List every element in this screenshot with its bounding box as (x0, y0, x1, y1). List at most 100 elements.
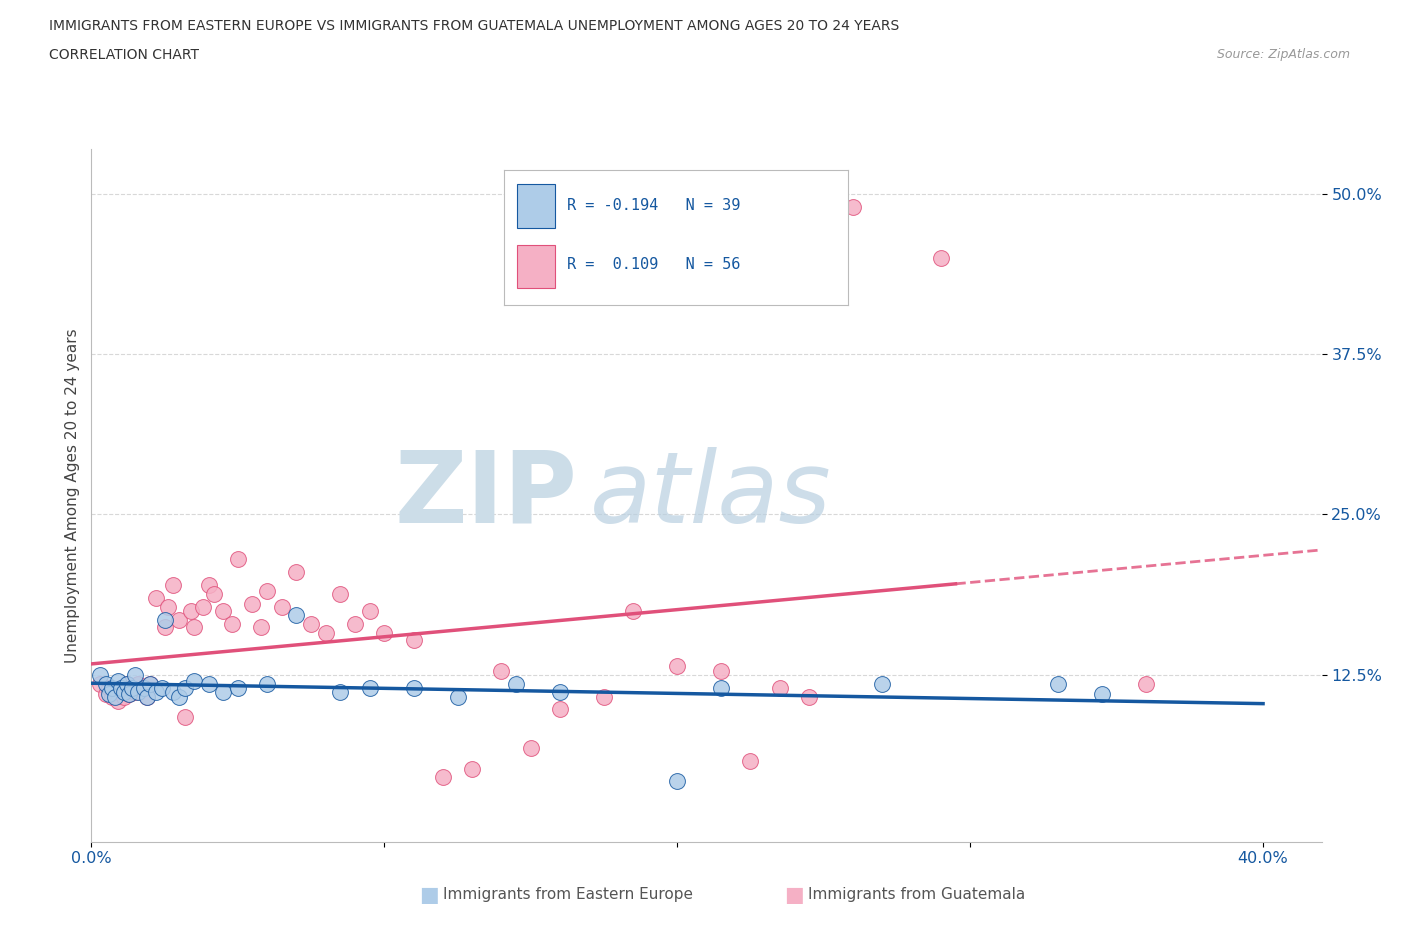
Text: ZIP: ZIP (395, 446, 578, 544)
Point (107, 674, 129, 689)
Point (329, 684, 352, 699)
Point (156, 600, 179, 615)
Point (98, 686, 120, 701)
Point (94, 686, 117, 701)
Text: atlas: atlas (589, 446, 831, 544)
Point (183, 674, 205, 689)
Point (104, 689, 127, 704)
Point (98, 680, 120, 695)
Point (145, 591, 167, 605)
Point (118, 686, 141, 701)
Point (174, 680, 197, 695)
Point (519, 740, 541, 755)
Text: IMMIGRANTS FROM EASTERN EUROPE VS IMMIGRANTS FROM GUATEMALA UNEMPLOYMENT AMONG A: IMMIGRANTS FROM EASTERN EUROPE VS IMMIGR… (49, 19, 900, 33)
Point (285, 565, 308, 579)
Point (110, 680, 132, 695)
Point (180, 604, 202, 618)
Point (212, 684, 235, 699)
Point (162, 578, 184, 592)
Point (136, 689, 159, 704)
Point (621, 604, 644, 618)
Point (139, 676, 162, 691)
Point (299, 616, 322, 631)
Point (145, 684, 167, 699)
Point (127, 684, 149, 699)
Text: Immigrants from Eastern Europe: Immigrants from Eastern Europe (443, 887, 693, 902)
Point (169, 689, 191, 704)
Point (139, 676, 162, 691)
Point (112, 684, 135, 699)
Point (402, 680, 425, 695)
Point (1046, 676, 1069, 691)
Point (870, 676, 894, 691)
Point (132, 680, 155, 695)
Point (548, 702, 571, 717)
Point (112, 689, 135, 704)
Point (359, 680, 381, 695)
Point (432, 770, 454, 785)
Text: CORRELATION CHART: CORRELATION CHART (49, 48, 200, 62)
Point (315, 625, 337, 640)
Point (124, 668, 146, 683)
Point (710, 680, 733, 695)
Point (107, 693, 129, 708)
Point (115, 676, 138, 691)
Point (169, 612, 191, 627)
Point (104, 684, 127, 699)
Point (94, 676, 117, 691)
Text: Immigrants from Guatemala: Immigrants from Guatemala (808, 887, 1026, 902)
Text: ■: ■ (419, 884, 439, 905)
Point (505, 676, 527, 691)
Point (191, 600, 214, 615)
Point (121, 680, 143, 695)
Point (491, 664, 513, 679)
Point (226, 680, 249, 695)
Point (710, 664, 733, 679)
Point (373, 625, 395, 640)
Point (769, 680, 792, 695)
Point (197, 676, 219, 691)
Point (115, 676, 138, 691)
Point (402, 632, 425, 647)
Point (461, 761, 484, 776)
Point (136, 689, 159, 704)
Point (1135, 676, 1157, 691)
Point (89, 676, 111, 691)
Point (446, 689, 468, 704)
Point (89, 668, 111, 683)
Point (183, 620, 205, 635)
Point (250, 620, 273, 635)
Point (256, 584, 278, 599)
Point (197, 578, 219, 592)
Point (162, 684, 184, 699)
Point (740, 753, 762, 768)
Point (202, 587, 225, 602)
Point (285, 607, 308, 622)
Point (101, 680, 124, 695)
Point (153, 620, 176, 635)
Point (343, 616, 366, 631)
Point (221, 616, 243, 631)
Point (110, 680, 132, 695)
Point (797, 689, 820, 704)
Point (132, 680, 155, 695)
Point (548, 684, 571, 699)
Point (270, 600, 292, 615)
Point (666, 658, 689, 673)
Point (174, 710, 197, 724)
Point (124, 684, 146, 699)
Point (1091, 686, 1114, 701)
Point (666, 774, 689, 789)
Y-axis label: Unemployment Among Ages 20 to 24 years: Unemployment Among Ages 20 to 24 years (65, 328, 80, 662)
Point (929, 250, 952, 265)
Point (212, 604, 235, 618)
Point (101, 689, 124, 704)
Point (593, 689, 616, 704)
Point (150, 680, 173, 695)
Point (242, 597, 264, 612)
Point (359, 604, 381, 618)
Point (127, 676, 149, 691)
Text: ■: ■ (785, 884, 804, 905)
Point (842, 199, 865, 214)
Point (329, 587, 352, 602)
